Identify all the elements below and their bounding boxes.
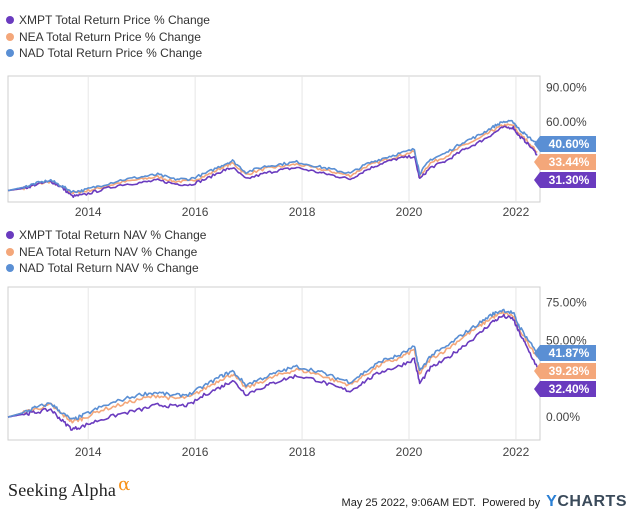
legend-label: XMPT Total Return NAV % Change bbox=[19, 228, 207, 242]
y-tick-label: 75.00% bbox=[546, 295, 587, 309]
x-tick-label: 2018 bbox=[289, 205, 316, 219]
end-value-label: 40.60% bbox=[549, 137, 590, 151]
chart-nav: 2014 2016 2018 2020 2022 75.00% 50.00% 0.00% 41.… bbox=[7, 286, 596, 459]
end-value-tag bbox=[534, 362, 596, 379]
legend-dot-icon bbox=[6, 32, 14, 41]
legend-dot-icon bbox=[6, 264, 14, 273]
x-tick-label: 2016 bbox=[182, 445, 209, 459]
legend-item-price-1[interactable]: NEA Total Return Price % Change bbox=[6, 29, 210, 46]
y-tick-label: 0.00% bbox=[546, 410, 580, 424]
legend-dot-icon bbox=[6, 247, 14, 256]
series-line-price-1 bbox=[7, 123, 538, 195]
x-tick-label: 2018 bbox=[289, 445, 316, 459]
x-tick-label: 2022 bbox=[503, 205, 530, 219]
y-tick-label: 90.00% bbox=[546, 80, 587, 94]
ycharts-logo: YCHARTS bbox=[546, 493, 627, 510]
x-tick-label: 2014 bbox=[75, 205, 102, 219]
x-tick-label: 2020 bbox=[396, 205, 423, 219]
end-value-label: 33.44% bbox=[549, 155, 590, 169]
chart-price: 2014 2016 2018 2020 2022 90.00% 60.00% 40.60% 33… bbox=[7, 75, 596, 219]
end-value-label: 41.87% bbox=[549, 346, 590, 360]
legend-item-nav-2[interactable]: NAD Total Return NAV % Change bbox=[6, 260, 206, 277]
legend-dot-icon bbox=[6, 16, 14, 25]
end-value-label: 31.30% bbox=[549, 173, 590, 187]
end-value-tag bbox=[534, 136, 596, 153]
end-value-tag bbox=[534, 154, 596, 171]
series-line-price-2 bbox=[7, 119, 538, 194]
powered-by-label: Powered by bbox=[482, 497, 541, 509]
legend-label: NAD Total Return Price % Change bbox=[19, 46, 203, 60]
end-value-label: 39.28% bbox=[549, 364, 590, 378]
legend-label: NEA Total Return NAV % Change bbox=[19, 244, 198, 259]
legend-item-nav-0[interactable]: XMPT Total Return NAV % Change bbox=[6, 227, 206, 244]
end-value-label: 32.40% bbox=[549, 382, 590, 396]
end-value-tag bbox=[534, 380, 596, 397]
x-tick-label: 2022 bbox=[503, 445, 530, 459]
legend-label: NAD Total Return NAV % Change bbox=[19, 261, 199, 275]
series-line-nav-1 bbox=[7, 310, 538, 424]
legend-dot-icon bbox=[6, 49, 14, 58]
y-tick-label: 50.00% bbox=[546, 334, 587, 348]
end-value-tag bbox=[534, 172, 596, 189]
footer-credit: May 25 2022, 9:06AM EDT. Powered by YCHA… bbox=[342, 493, 627, 511]
legend-item-price-0[interactable]: XMPT Total Return Price % Change bbox=[6, 12, 210, 29]
brand-logo: Seeking Alpha α bbox=[8, 474, 130, 501]
x-tick-label: 2014 bbox=[75, 445, 102, 459]
end-value-tag bbox=[534, 344, 596, 361]
legend-label: NEA Total Return Price % Change bbox=[19, 29, 201, 44]
legend-label: XMPT Total Return Price % Change bbox=[19, 13, 210, 27]
y-tick-label: 60.00% bbox=[546, 115, 587, 129]
x-tick-label: 2016 bbox=[182, 205, 209, 219]
series-line-price-0 bbox=[7, 125, 538, 198]
timestamp: May 25 2022, 9:06AM EDT. bbox=[341, 497, 477, 509]
brand-name: Seeking Alpha bbox=[8, 480, 117, 500]
legend-item-nav-1[interactable]: NEA Total Return NAV % Change bbox=[6, 244, 206, 261]
series-line-nav-2 bbox=[7, 308, 538, 421]
legend-nav: XMPT Total Return NAV % Change NEA Total … bbox=[6, 227, 206, 277]
legend-price: XMPT Total Return Price % Change NEA Tota… bbox=[6, 12, 210, 62]
x-tick-label: 2020 bbox=[396, 445, 423, 459]
legend-dot-icon bbox=[6, 231, 14, 240]
brand-alpha-mark: α bbox=[118, 474, 131, 495]
legend-item-price-2[interactable]: NAD Total Return Price % Change bbox=[6, 45, 210, 62]
series-line-nav-0 bbox=[7, 313, 539, 431]
